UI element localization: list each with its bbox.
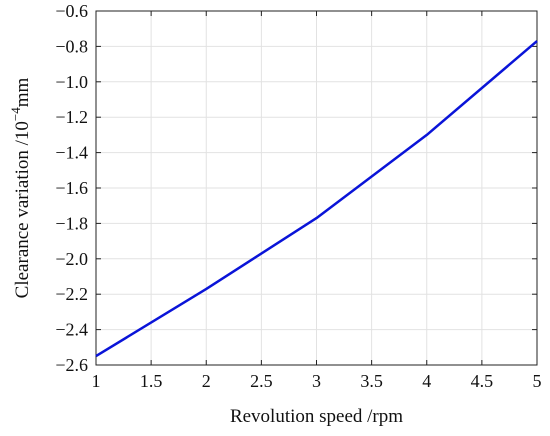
- y-tick-label: −2.6: [55, 355, 88, 375]
- y-tick-label: −0.6: [55, 1, 88, 21]
- y-tick-labels: −2.6 −2.4 −2.2 −2.0 −1.8 −1.6 −1.4 −1.2 −1.0 −0.8…: [55, 1, 88, 375]
- x-tick-label: 2.5: [250, 371, 273, 391]
- grid: [95, 10, 538, 366]
- y-tick-label: −1.4: [55, 143, 88, 163]
- x-axis-title: Revolution speed /rpm: [230, 406, 403, 427]
- y-axis-title-suffix: mm: [12, 77, 33, 107]
- x-tick-label: 1.5: [140, 371, 163, 391]
- x-tick-label: 2: [202, 371, 211, 391]
- y-tick-label: −1.0: [55, 72, 88, 92]
- y-axis-title-prefix: Clearance variation /10: [12, 121, 33, 298]
- x-tick-label: 5: [533, 371, 542, 391]
- y-tick-label: −1.2: [55, 107, 88, 127]
- y-tick-label: −2.0: [55, 249, 88, 269]
- x-tick-labels: 1 1.5 2 2.5 3 3.5 4 4.5 5: [92, 371, 542, 391]
- y-tick-label: −1.8: [55, 213, 88, 233]
- y-tick-label: −1.6: [55, 178, 88, 198]
- x-tick-label: 4.5: [471, 371, 494, 391]
- y-tick-label: −2.2: [55, 284, 88, 304]
- x-tick-label: 3: [312, 371, 321, 391]
- x-tick-label: 1: [92, 371, 101, 391]
- series-line: [95, 40, 538, 358]
- y-tick-label: −0.8: [55, 36, 88, 56]
- y-axis-title: Clearance variation /10−4mm: [8, 77, 33, 298]
- y-tick-label: −2.4: [55, 320, 88, 340]
- series-layer: [95, 40, 538, 358]
- ticks: [95, 10, 538, 366]
- y-axis-title-exponent: −4: [8, 107, 23, 121]
- x-tick-label: 4: [422, 371, 431, 391]
- x-tick-label: 3.5: [360, 371, 383, 391]
